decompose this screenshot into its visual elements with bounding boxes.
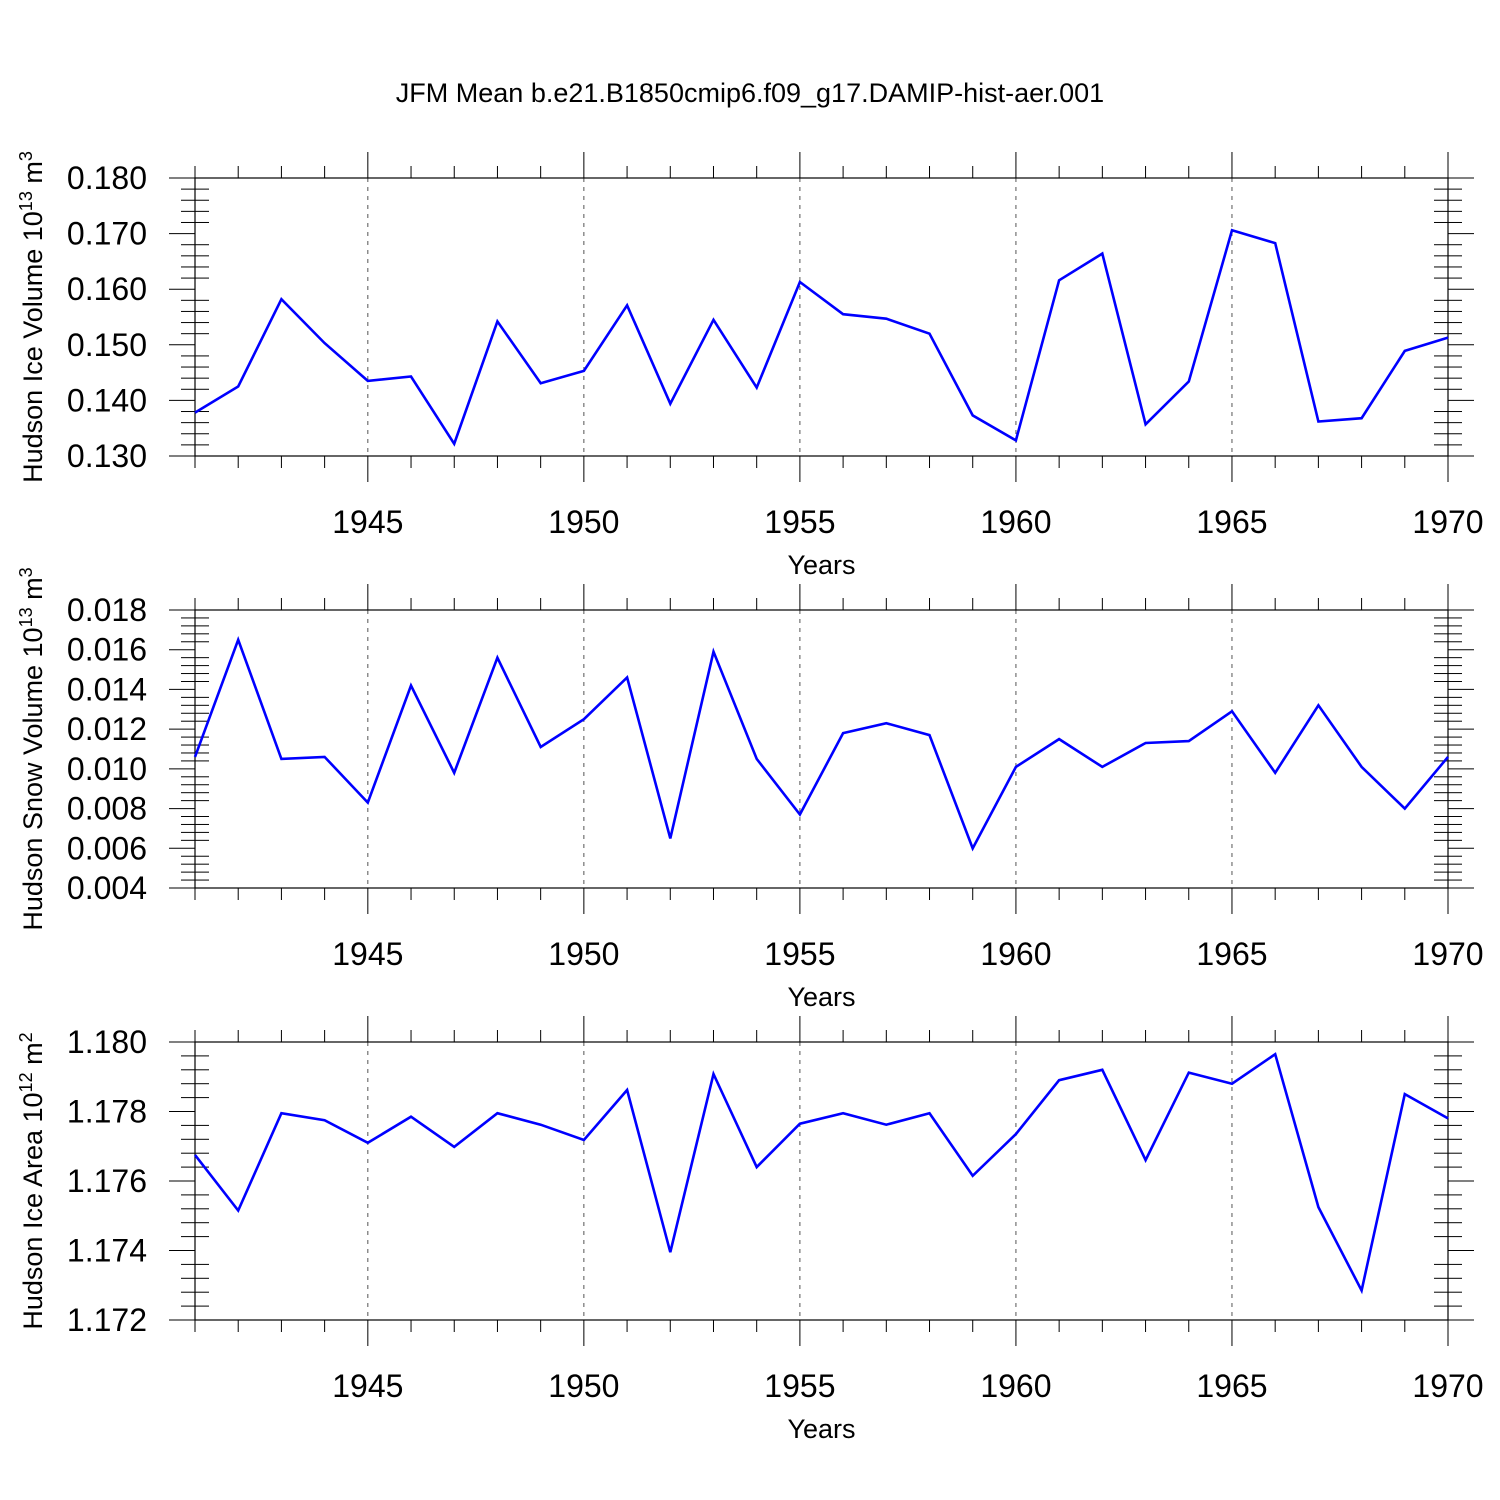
y-axis-title: Hudson Snow Volume 1013 m3 bbox=[16, 567, 48, 930]
y-tick-label: 0.160 bbox=[67, 271, 147, 307]
x-tick-label: 1950 bbox=[548, 936, 619, 972]
x-tick-label: 1960 bbox=[980, 504, 1051, 540]
x-tick-label: 1960 bbox=[980, 936, 1051, 972]
y-tick-label: 1.174 bbox=[67, 1233, 147, 1269]
x-tick-label: 1970 bbox=[1412, 504, 1483, 540]
series-line-1 bbox=[193, 636, 1449, 852]
y-tick-label: 0.150 bbox=[67, 327, 147, 363]
x-tick-label: 1945 bbox=[332, 1368, 403, 1404]
x-axis-title: Years bbox=[787, 550, 855, 580]
chart-title: JFM Mean b.e21.B1850cmip6.f09_g17.DAMIP-… bbox=[395, 78, 1105, 108]
x-tick-label: 1955 bbox=[764, 1368, 835, 1404]
plot-frame bbox=[194, 177, 1449, 457]
chart-panel-1: 0.130 0.140 0.150 0.160 0.170 0.180 1945 1950 19… bbox=[16, 151, 1484, 580]
x-axis-title: Years bbox=[787, 982, 855, 1012]
y-tick-label: 1.178 bbox=[67, 1094, 147, 1130]
y-tick-label: 0.004 bbox=[67, 870, 147, 906]
x-axis-title: Years bbox=[787, 1414, 855, 1444]
y-tick-label: 0.018 bbox=[67, 592, 147, 628]
x-tick-label: 1965 bbox=[1196, 936, 1267, 972]
x-tick-label: 1945 bbox=[332, 504, 403, 540]
series-line-1 bbox=[193, 1052, 1449, 1295]
plot-frame bbox=[194, 609, 1449, 889]
y-tick-label: 0.012 bbox=[67, 711, 147, 747]
y-tick-label: 1.176 bbox=[67, 1163, 147, 1199]
y-tick-label: 0.016 bbox=[67, 632, 147, 668]
y-tick-label: 0.008 bbox=[67, 791, 147, 827]
y-tick-label: 1.180 bbox=[67, 1024, 147, 1060]
x-tick-label: 1945 bbox=[332, 936, 403, 972]
chart-panel-3: 1.172 1.174 1.176 1.178 1.180 1945 1950 1955 196… bbox=[16, 1016, 1484, 1444]
x-tick-label: 1955 bbox=[764, 504, 835, 540]
y-axis-title: Hudson Ice Volume 1013 m3 bbox=[16, 151, 48, 483]
y-tick-label: 0.010 bbox=[67, 751, 147, 787]
y-axis-title: Hudson Ice Area 1012 m2 bbox=[16, 1032, 48, 1329]
y-tick-label: 0.140 bbox=[67, 382, 147, 418]
x-tick-label: 1960 bbox=[980, 1368, 1051, 1404]
y-tick-label: 0.014 bbox=[67, 671, 147, 707]
plot-frame bbox=[194, 1041, 1449, 1321]
x-tick-label: 1970 bbox=[1412, 1368, 1483, 1404]
x-tick-label: 1965 bbox=[1196, 504, 1267, 540]
x-tick-label: 1950 bbox=[548, 504, 619, 540]
x-tick-label: 1965 bbox=[1196, 1368, 1267, 1404]
x-tick-label: 1970 bbox=[1412, 936, 1483, 972]
y-tick-label: 0.180 bbox=[67, 160, 147, 196]
y-tick-label: 0.130 bbox=[67, 438, 147, 474]
x-tick-label: 1955 bbox=[764, 936, 835, 972]
y-tick-label: 0.006 bbox=[67, 830, 147, 866]
series-line-1 bbox=[194, 228, 1449, 447]
y-tick-label: 1.172 bbox=[67, 1302, 147, 1338]
x-tick-label: 1950 bbox=[548, 1368, 619, 1404]
y-tick-label: 0.170 bbox=[67, 216, 147, 252]
